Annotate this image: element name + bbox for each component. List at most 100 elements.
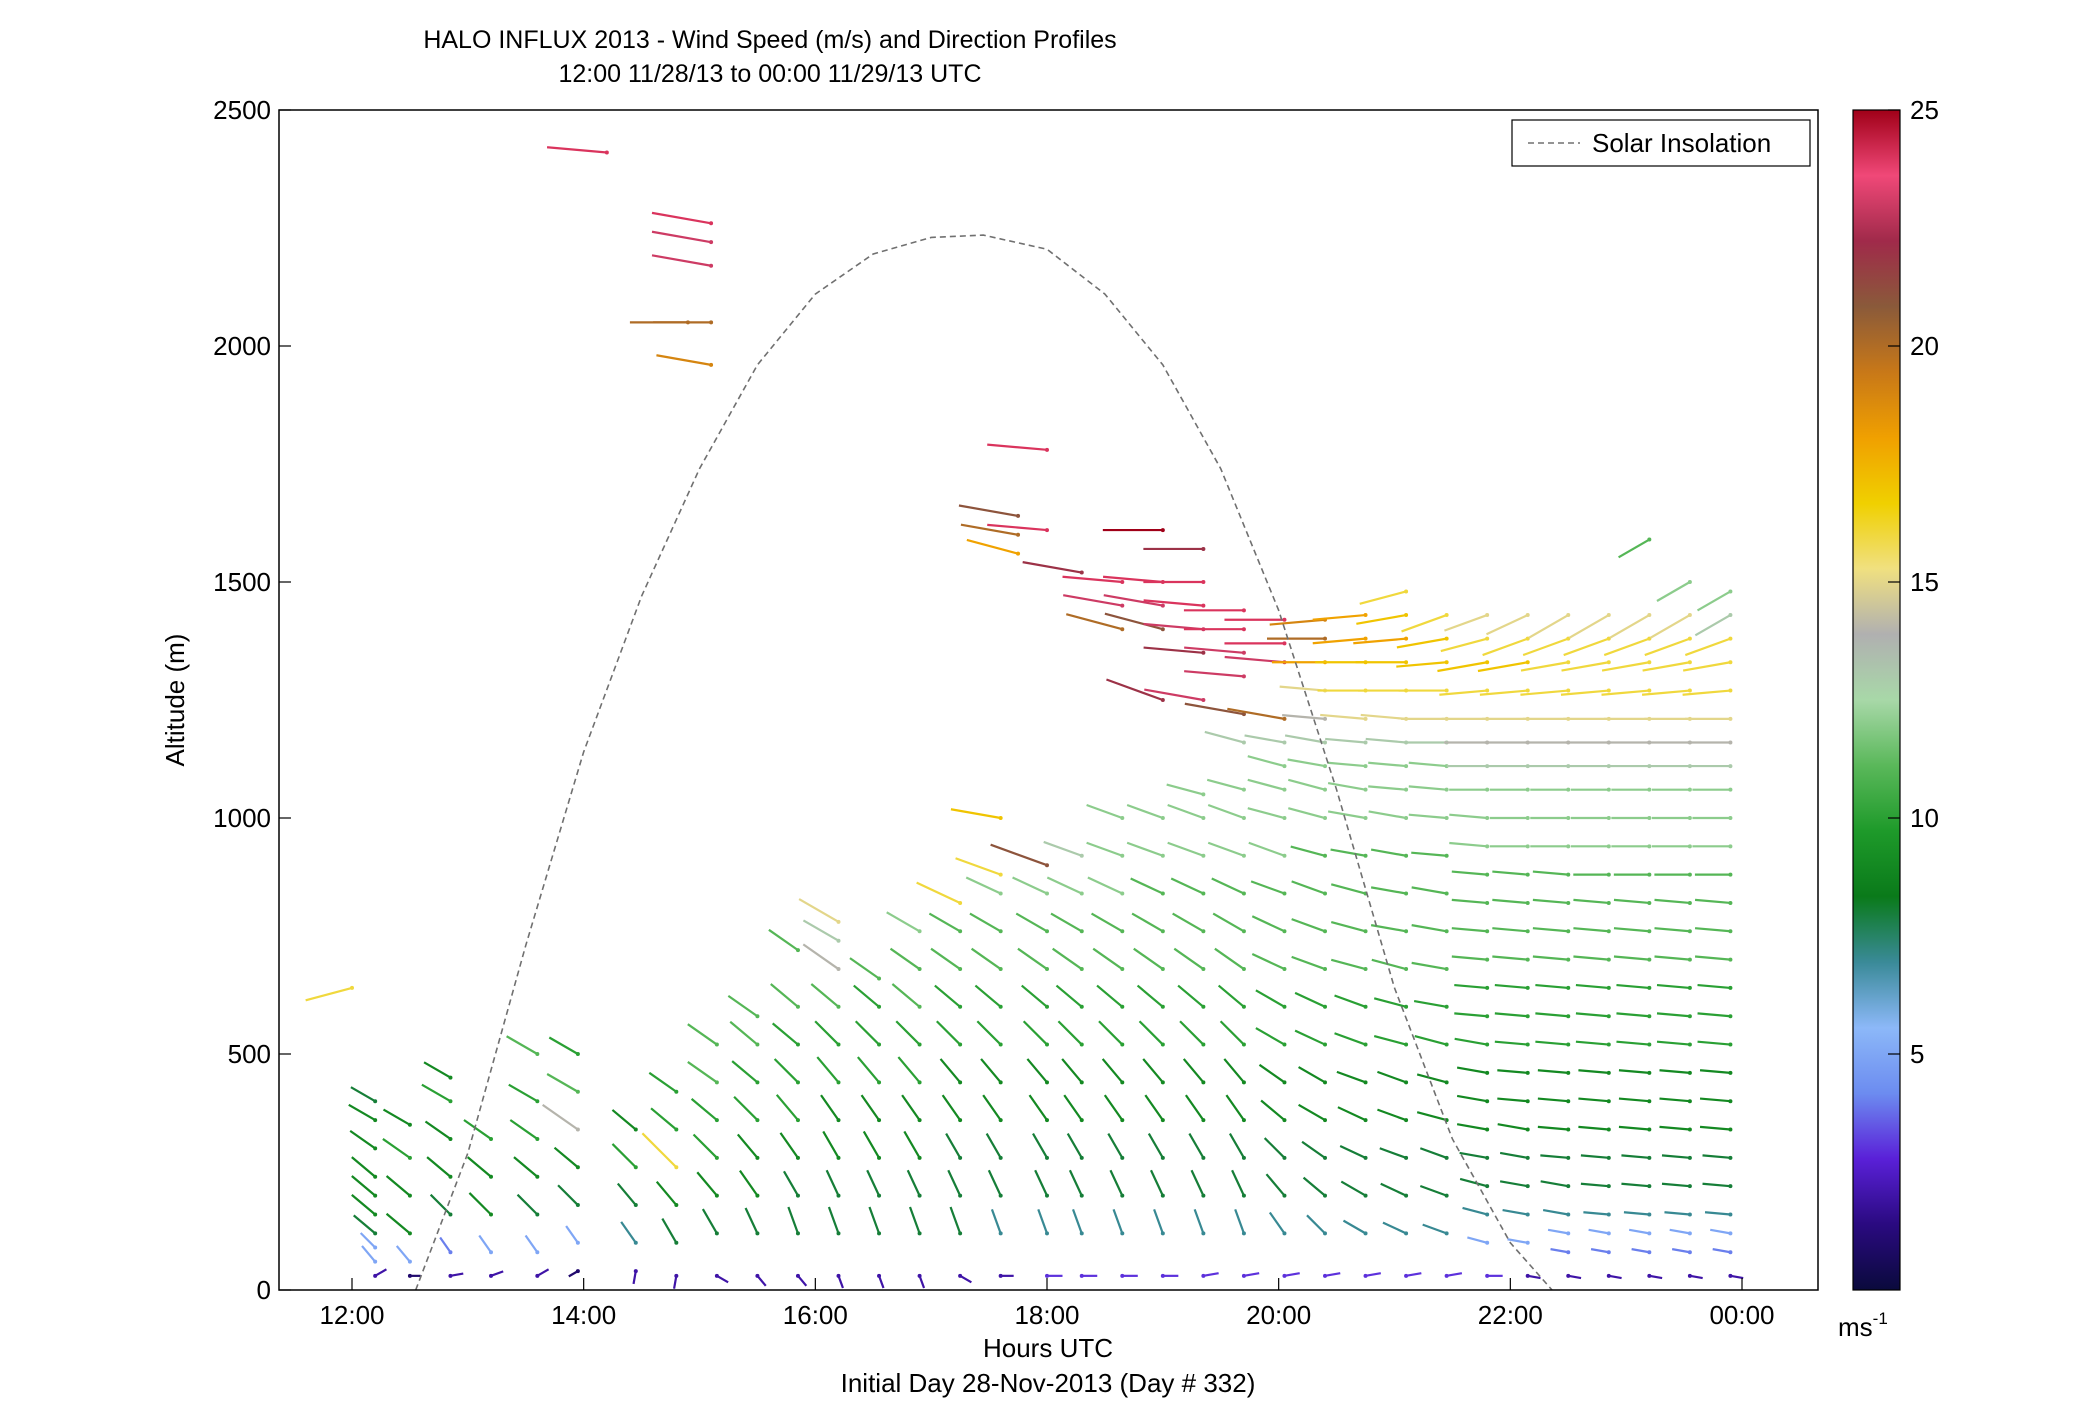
wind-vector bbox=[1590, 1248, 1609, 1254]
wind-vector-head bbox=[998, 1118, 1003, 1123]
wind-profile-column bbox=[1102, 528, 1179, 1278]
wind-vector-head bbox=[1647, 537, 1652, 542]
wind-vector-head bbox=[1323, 1231, 1327, 1236]
wind-vector-head bbox=[1201, 580, 1206, 584]
solar-insolation-line bbox=[414, 234, 1553, 1291]
wind-vector bbox=[1575, 1040, 1609, 1046]
wind-vector bbox=[1396, 661, 1447, 668]
wind-vector bbox=[1499, 1151, 1528, 1159]
wind-vector-head bbox=[1241, 1193, 1246, 1198]
wind-vector-head bbox=[1647, 613, 1652, 618]
wind-vector bbox=[1334, 1032, 1366, 1046]
wind-vector bbox=[1103, 1094, 1124, 1121]
wind-vector bbox=[1456, 1066, 1488, 1074]
wind-vector-head bbox=[998, 1193, 1003, 1198]
wind-vector bbox=[1219, 1020, 1245, 1046]
wind-vector bbox=[868, 1206, 881, 1234]
wind-vector bbox=[1520, 689, 1569, 696]
wind-vector-head bbox=[1282, 740, 1287, 745]
wind-vector bbox=[1497, 1069, 1528, 1074]
wind-vector-head bbox=[1363, 716, 1368, 721]
wind-vector-head bbox=[1079, 570, 1084, 575]
wind-vector-head bbox=[1404, 660, 1409, 665]
wind-profile-column bbox=[1477, 613, 1541, 1280]
wind-vector-head bbox=[1566, 1212, 1571, 1217]
wind-vector bbox=[1618, 1069, 1650, 1074]
wind-vector bbox=[1138, 1020, 1164, 1046]
wind-vector bbox=[1459, 1177, 1488, 1188]
wind-vector-head bbox=[1201, 929, 1206, 934]
wind-vector bbox=[650, 1107, 678, 1131]
wind-vector bbox=[421, 1083, 452, 1103]
wind-vector-head bbox=[1566, 1014, 1571, 1019]
wind-vector bbox=[701, 1208, 718, 1234]
wind-vector-head bbox=[1363, 1193, 1368, 1198]
wind-vector-head bbox=[1120, 580, 1125, 584]
wind-vector bbox=[1251, 953, 1285, 971]
wind-profile-column bbox=[546, 146, 609, 155]
wind-vector-head bbox=[714, 1118, 719, 1123]
wind-vector-head bbox=[1687, 900, 1692, 905]
wind-vector-head bbox=[877, 1231, 882, 1236]
wind-vector-head bbox=[836, 1231, 841, 1236]
wind-vector-head bbox=[958, 900, 963, 905]
wind-vector-head bbox=[1323, 1155, 1327, 1160]
wind-profile-column bbox=[463, 1119, 504, 1278]
wind-vector-head bbox=[1363, 740, 1368, 745]
wind-vector bbox=[1050, 912, 1083, 933]
wind-vector-head bbox=[1045, 1118, 1049, 1123]
wind-vector-head bbox=[1525, 816, 1530, 820]
wind-vector bbox=[1710, 1228, 1731, 1235]
x-axis-note: Initial Day 28-Nov-2013 (Day # 332) bbox=[841, 1368, 1256, 1398]
wind-vector bbox=[548, 1036, 579, 1055]
wind-vector-head bbox=[1647, 900, 1652, 905]
wind-vector bbox=[1644, 637, 1691, 657]
wind-vector bbox=[641, 1132, 678, 1169]
wind-vector-head bbox=[1404, 967, 1409, 972]
wind-vector-head bbox=[836, 1273, 841, 1278]
wind-vector bbox=[1575, 983, 1609, 990]
wind-vector-head bbox=[709, 362, 714, 367]
colorbar-tick-label: 5 bbox=[1910, 1039, 1924, 1069]
wind-vector bbox=[509, 1119, 538, 1140]
wind-vector bbox=[1170, 877, 1204, 895]
wind-vector bbox=[1419, 1147, 1448, 1159]
wind-vector-head bbox=[795, 1004, 800, 1009]
wind-vector-head bbox=[1404, 636, 1409, 641]
y-tick-label: 1000 bbox=[213, 803, 271, 833]
wind-vector-head bbox=[917, 967, 922, 972]
wind-vector-head bbox=[877, 1042, 882, 1047]
colorbar-unit-exponent: -1 bbox=[1873, 1309, 1888, 1328]
wind-vector bbox=[1291, 955, 1326, 971]
wind-vector bbox=[770, 983, 799, 1008]
wind-vector bbox=[1166, 783, 1204, 796]
wind-vector-head bbox=[1282, 967, 1287, 972]
wind-vector bbox=[1628, 1228, 1650, 1235]
wind-vector-head bbox=[1728, 1231, 1733, 1236]
wind-vector-head bbox=[489, 1174, 493, 1179]
wind-vector bbox=[1223, 1058, 1245, 1084]
wind-vector bbox=[1144, 1094, 1164, 1121]
wind-vector-head bbox=[535, 1250, 540, 1255]
wind-vector-head bbox=[1404, 1004, 1409, 1009]
wind-vector-head bbox=[1201, 1118, 1206, 1123]
wind-vector bbox=[802, 943, 840, 970]
wind-vector-head bbox=[1444, 660, 1449, 665]
wind-vector-head bbox=[1120, 1042, 1125, 1047]
wind-profile-column bbox=[1183, 608, 1260, 1278]
wind-vector-head bbox=[1687, 1273, 1692, 1278]
wind-vector-head bbox=[1687, 1099, 1692, 1104]
wind-vector bbox=[656, 354, 712, 366]
wind-profile-column bbox=[687, 1023, 729, 1284]
wind-vector-head bbox=[1241, 929, 1246, 934]
wind-vector bbox=[1214, 947, 1245, 970]
wind-vector-head bbox=[836, 967, 841, 972]
wind-vector bbox=[1284, 1272, 1300, 1277]
wind-vector-head bbox=[1323, 764, 1327, 769]
wind-vector bbox=[1243, 1272, 1260, 1277]
wind-vector bbox=[1022, 561, 1082, 574]
wind-vector-head bbox=[1566, 816, 1571, 820]
wind-vector bbox=[1190, 1169, 1205, 1197]
wind-vector-head bbox=[1485, 872, 1490, 877]
wind-vector-head bbox=[1728, 957, 1733, 962]
